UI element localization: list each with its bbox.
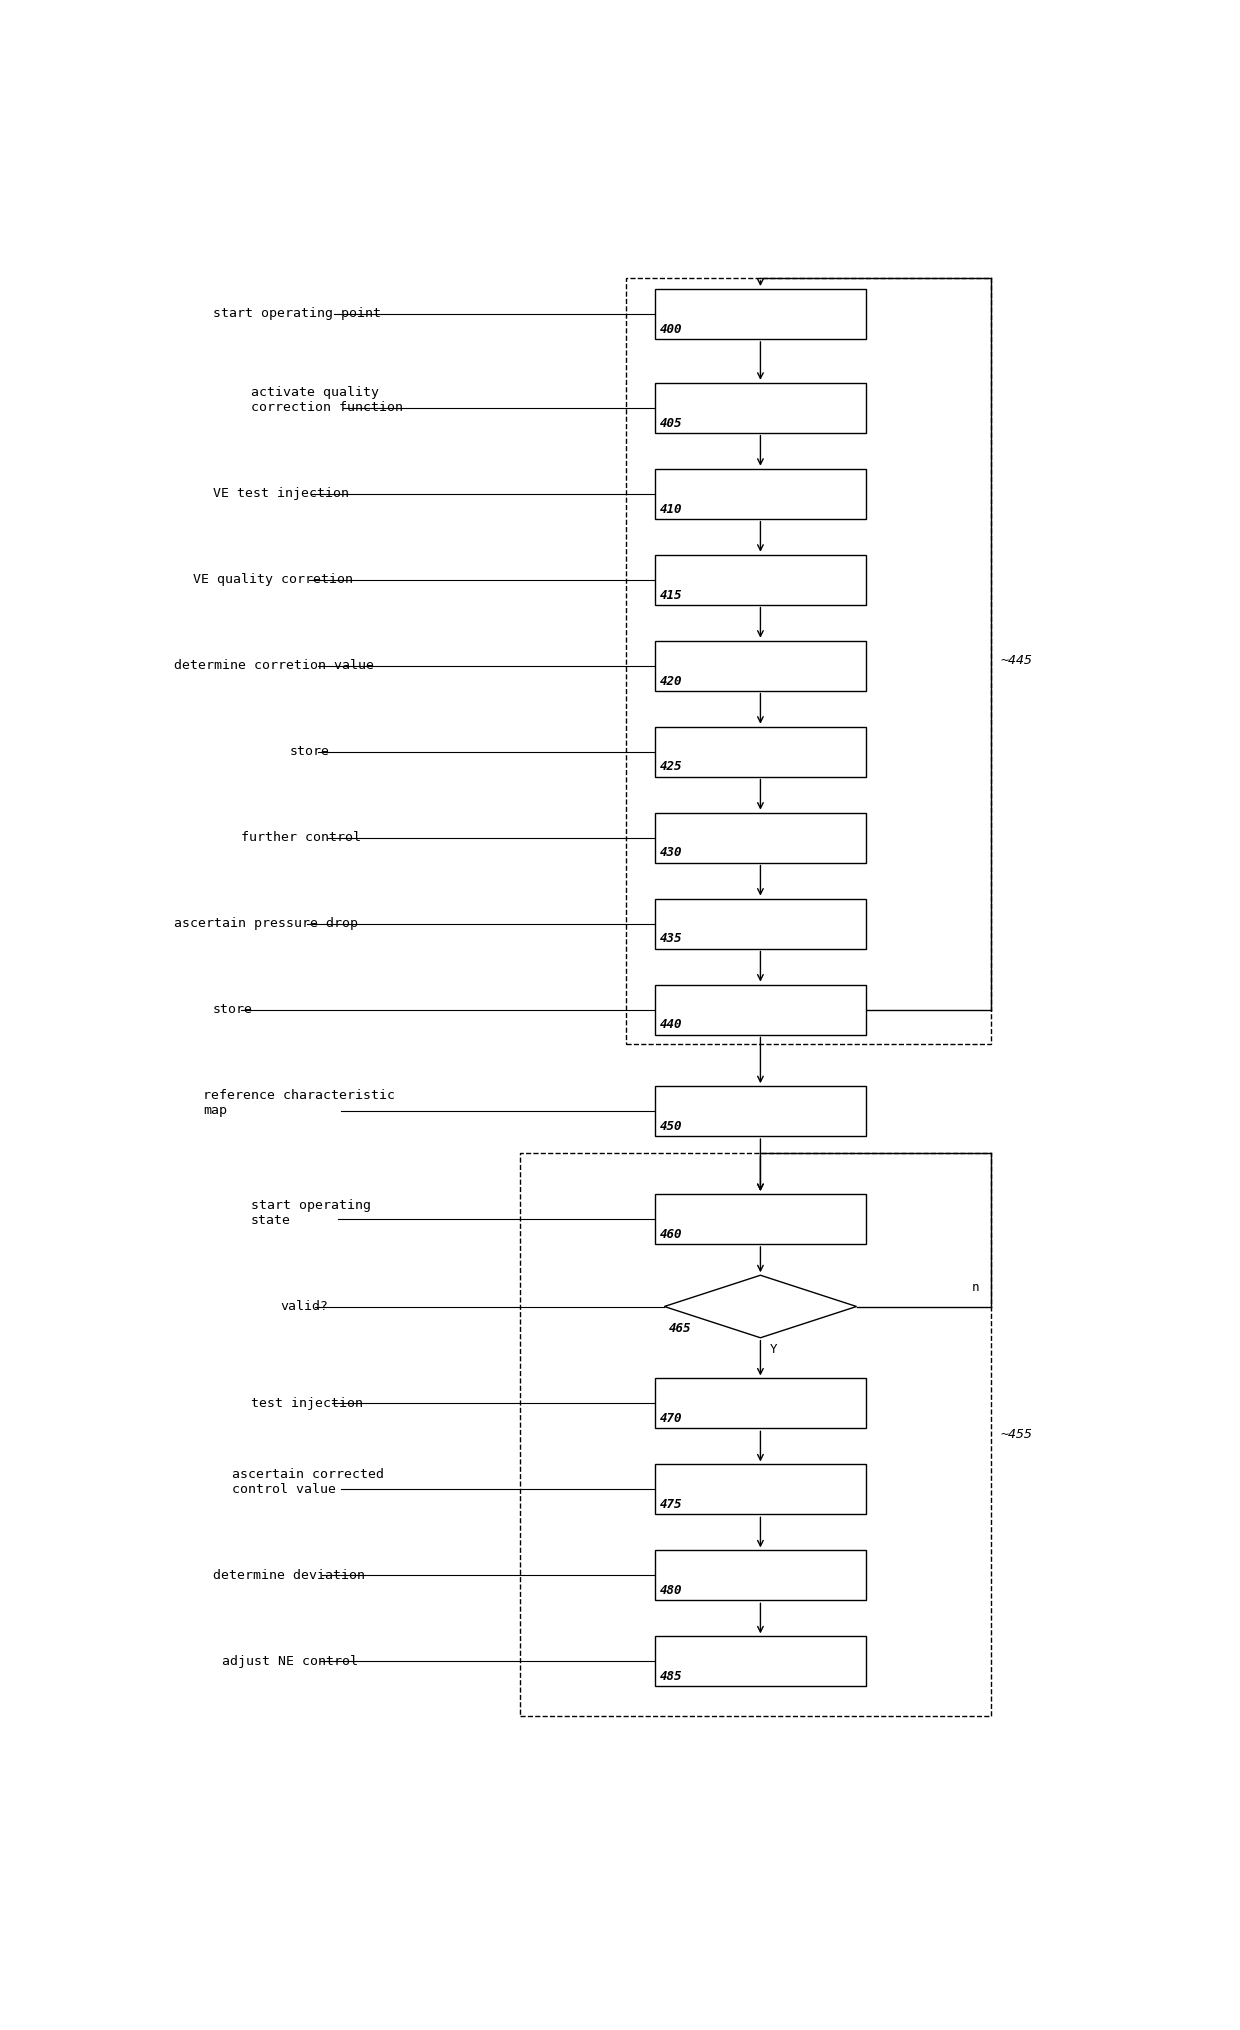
Text: start operating
state: start operating state	[250, 1200, 371, 1226]
Text: 475: 475	[660, 1498, 682, 1510]
Bar	[655, 554, 866, 605]
Bar	[521, 1153, 991, 1715]
Text: 405: 405	[660, 416, 682, 430]
Text: 430: 430	[660, 847, 682, 859]
Text: VE test injection: VE test injection	[213, 487, 348, 499]
Text: determine corretion value: determine corretion value	[174, 660, 374, 672]
Text: store: store	[290, 745, 330, 757]
Text: ascertain pressure drop: ascertain pressure drop	[174, 918, 358, 930]
Bar	[655, 1551, 866, 1600]
Text: store: store	[213, 1003, 253, 1017]
Text: ascertain corrected
control value: ascertain corrected control value	[232, 1468, 384, 1496]
Bar	[655, 288, 866, 339]
Text: further control: further control	[242, 830, 362, 844]
Bar	[655, 1378, 866, 1429]
Bar	[655, 812, 866, 863]
Bar	[655, 384, 866, 432]
Text: 485: 485	[660, 1671, 682, 1683]
Text: valid?: valid?	[280, 1299, 327, 1313]
Text: 415: 415	[660, 589, 682, 601]
Bar	[655, 1636, 866, 1687]
Bar	[655, 727, 866, 777]
Text: 460: 460	[660, 1228, 682, 1240]
Text: 435: 435	[660, 932, 682, 946]
Text: adjust NE control: adjust NE control	[222, 1654, 358, 1669]
Text: Y: Y	[770, 1344, 777, 1356]
Bar	[655, 1194, 866, 1244]
Text: test injection: test injection	[250, 1397, 363, 1411]
Bar	[655, 469, 866, 520]
Text: start operating point: start operating point	[213, 307, 381, 321]
Text: activate quality
correction function: activate quality correction function	[250, 386, 403, 414]
Text: 410: 410	[660, 503, 682, 516]
Bar	[655, 1464, 866, 1514]
Text: 440: 440	[660, 1019, 682, 1031]
Text: ~445: ~445	[1001, 654, 1033, 668]
Text: reference characteristic
map: reference characteristic map	[203, 1090, 396, 1117]
Bar	[655, 899, 866, 948]
Bar	[626, 278, 991, 1043]
Text: 400: 400	[660, 323, 682, 335]
Polygon shape	[665, 1275, 857, 1338]
Text: 480: 480	[660, 1583, 682, 1598]
Text: VE quality corretion: VE quality corretion	[193, 572, 353, 587]
Bar	[655, 641, 866, 690]
Text: 450: 450	[660, 1121, 682, 1133]
Text: determine deviation: determine deviation	[213, 1569, 365, 1581]
Text: 470: 470	[660, 1413, 682, 1425]
Text: ~455: ~455	[1001, 1429, 1033, 1441]
Text: n: n	[972, 1281, 980, 1293]
Bar	[655, 1086, 866, 1137]
Bar	[655, 985, 866, 1035]
Text: 420: 420	[660, 674, 682, 688]
Text: 465: 465	[670, 1322, 692, 1334]
Text: 425: 425	[660, 761, 682, 773]
